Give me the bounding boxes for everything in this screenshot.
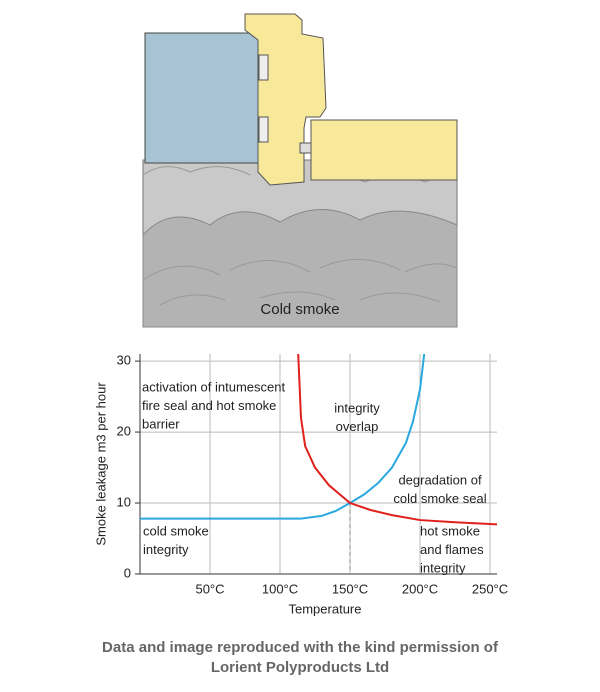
diagram-label: Cold smoke — [260, 301, 339, 318]
x-tick-label: 50°C — [195, 581, 224, 596]
y-tick-label: 0 — [124, 565, 131, 580]
annotation: integrity — [420, 560, 466, 575]
x-axis-label: Temperature — [289, 601, 362, 616]
x-tick-label: 100°C — [262, 581, 298, 596]
annotation: integrity — [143, 542, 189, 557]
hinge — [258, 116, 269, 143]
annotation: and flames — [420, 542, 484, 557]
smoke-outline — [142, 259, 458, 306]
x-tick-label: 250°C — [472, 581, 508, 596]
annotation: fire seal and hot smoke — [142, 398, 276, 413]
y-tick-label: 30 — [117, 353, 131, 368]
annotation: activation of intumescent — [142, 379, 285, 394]
door-leaf — [144, 32, 261, 164]
line — [297, 353, 498, 526]
door-leaf — [310, 119, 458, 181]
y-tick-label: 20 — [117, 424, 131, 439]
x-tick-label: 150°C — [332, 581, 368, 596]
door-diagram: Cold smoke — [142, 13, 458, 328]
y-tick-label: 10 — [117, 494, 131, 509]
annotation: overlap — [336, 419, 379, 434]
annotation: hot smoke — [420, 523, 480, 538]
annotation: degradation of — [398, 472, 482, 487]
seal — [299, 142, 312, 154]
x-tick-label: 200°C — [402, 581, 438, 596]
caption: Data and image reproduced with the kind … — [102, 639, 499, 656]
annotation: cold smoke — [143, 523, 209, 538]
caption: Lorient Polyproducts Ltd — [211, 659, 389, 676]
annotation: integrity — [334, 400, 380, 415]
line — [140, 353, 426, 520]
hinge — [258, 54, 269, 81]
annotation: barrier — [142, 416, 180, 431]
annotation: cold smoke seal — [393, 491, 486, 506]
smoke-cloud — [142, 209, 458, 328]
y-axis-label: Smoke leakage m3 per hour — [93, 382, 108, 546]
